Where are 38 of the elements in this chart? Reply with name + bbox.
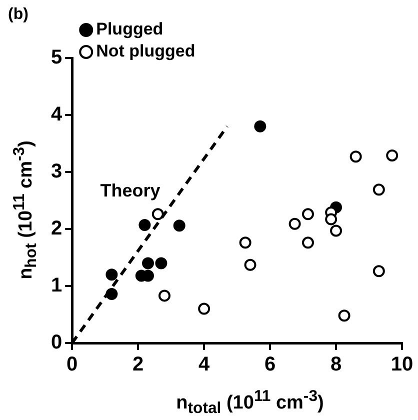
x-tick-label: 10 [390, 354, 414, 376]
point [302, 236, 314, 249]
point [372, 265, 385, 278]
point [350, 150, 362, 163]
text: (b) [8, 6, 28, 24]
x-tick-label: 4 [198, 354, 211, 376]
point [173, 220, 186, 232]
x-tick-label: 8 [330, 354, 342, 376]
y-tick-label: 2 [51, 218, 62, 240]
y-tick-label: 4 [51, 104, 63, 126]
y-tick-label: 3 [51, 160, 62, 183]
point [158, 290, 170, 302]
x-tick-label: 6 [264, 354, 276, 376]
point [138, 219, 151, 232]
y-tick-label: 1 [51, 274, 62, 297]
point [372, 184, 385, 196]
legend-label: Plugged [96, 20, 164, 39]
point [239, 236, 252, 249]
point [244, 258, 256, 271]
point [288, 218, 301, 230]
legend-label: Not plugged [96, 42, 196, 61]
x-tick-label: 2 [132, 354, 144, 376]
point [338, 310, 350, 322]
point [386, 149, 398, 162]
point [155, 257, 168, 270]
point [106, 268, 118, 281]
point [254, 120, 266, 132]
series-label: Theory [100, 180, 160, 201]
point [142, 257, 154, 270]
point [330, 224, 342, 237]
x-tick-label: 0 [66, 354, 78, 376]
point [302, 208, 314, 220]
y-tick-label: 0 [51, 332, 62, 354]
point [152, 208, 164, 220]
y-tick-label: 5 [51, 46, 62, 69]
point [325, 213, 338, 226]
x-axis-title: n$_{total}$ (10$^{11}$ cm$^{-3}$) [176, 388, 324, 418]
point [198, 302, 210, 315]
